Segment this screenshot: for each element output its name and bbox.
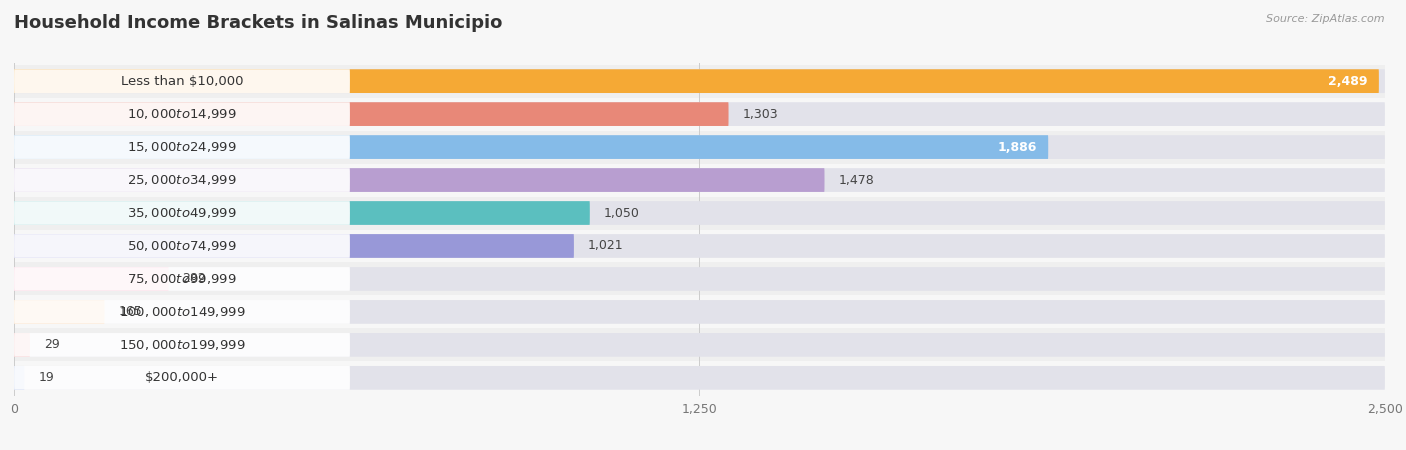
Text: $35,000 to $49,999: $35,000 to $49,999 — [127, 206, 236, 220]
Text: 1,886: 1,886 — [998, 140, 1038, 153]
FancyBboxPatch shape — [14, 234, 574, 258]
FancyBboxPatch shape — [14, 267, 350, 291]
FancyBboxPatch shape — [14, 102, 350, 126]
Text: $75,000 to $99,999: $75,000 to $99,999 — [127, 272, 236, 286]
FancyBboxPatch shape — [14, 201, 350, 225]
Text: $10,000 to $14,999: $10,000 to $14,999 — [127, 107, 236, 121]
Bar — [14, 197, 1385, 230]
FancyBboxPatch shape — [14, 201, 1385, 225]
FancyBboxPatch shape — [14, 135, 350, 159]
FancyBboxPatch shape — [14, 69, 350, 93]
Bar — [14, 98, 1385, 130]
Text: Household Income Brackets in Salinas Municipio: Household Income Brackets in Salinas Mun… — [14, 14, 502, 32]
Text: 19: 19 — [38, 371, 53, 384]
Text: $100,000 to $149,999: $100,000 to $149,999 — [118, 305, 245, 319]
Bar — [14, 65, 1385, 98]
Text: $150,000 to $199,999: $150,000 to $199,999 — [118, 338, 245, 352]
FancyBboxPatch shape — [14, 135, 1385, 159]
Bar — [14, 163, 1385, 197]
Bar — [14, 130, 1385, 163]
Text: 165: 165 — [118, 306, 142, 319]
Text: 282: 282 — [183, 272, 207, 285]
Text: 1,050: 1,050 — [603, 207, 640, 220]
Text: 1,303: 1,303 — [742, 108, 778, 121]
Text: $25,000 to $34,999: $25,000 to $34,999 — [127, 173, 236, 187]
FancyBboxPatch shape — [14, 366, 1385, 390]
Text: $50,000 to $74,999: $50,000 to $74,999 — [127, 239, 236, 253]
FancyBboxPatch shape — [14, 201, 591, 225]
Text: 29: 29 — [44, 338, 59, 351]
Bar — [14, 262, 1385, 296]
Text: Less than $10,000: Less than $10,000 — [121, 75, 243, 88]
FancyBboxPatch shape — [14, 234, 1385, 258]
FancyBboxPatch shape — [14, 102, 1385, 126]
FancyBboxPatch shape — [14, 168, 350, 192]
Text: $200,000+: $200,000+ — [145, 371, 219, 384]
FancyBboxPatch shape — [14, 135, 1049, 159]
Bar — [14, 361, 1385, 394]
FancyBboxPatch shape — [14, 333, 1385, 357]
Bar — [14, 296, 1385, 328]
FancyBboxPatch shape — [14, 69, 1385, 93]
FancyBboxPatch shape — [14, 267, 1385, 291]
Text: 1,478: 1,478 — [838, 174, 875, 187]
FancyBboxPatch shape — [14, 168, 1385, 192]
Text: $15,000 to $24,999: $15,000 to $24,999 — [127, 140, 236, 154]
FancyBboxPatch shape — [14, 300, 350, 324]
FancyBboxPatch shape — [14, 267, 169, 291]
FancyBboxPatch shape — [14, 366, 350, 390]
FancyBboxPatch shape — [14, 234, 350, 258]
FancyBboxPatch shape — [14, 300, 104, 324]
FancyBboxPatch shape — [14, 333, 30, 357]
FancyBboxPatch shape — [14, 69, 1379, 93]
Text: Source: ZipAtlas.com: Source: ZipAtlas.com — [1267, 14, 1385, 23]
Bar — [14, 328, 1385, 361]
FancyBboxPatch shape — [14, 102, 728, 126]
Text: 2,489: 2,489 — [1329, 75, 1368, 88]
FancyBboxPatch shape — [14, 366, 24, 390]
Bar — [14, 230, 1385, 262]
Text: 1,021: 1,021 — [588, 239, 623, 252]
FancyBboxPatch shape — [14, 168, 824, 192]
FancyBboxPatch shape — [14, 300, 1385, 324]
FancyBboxPatch shape — [14, 333, 350, 357]
